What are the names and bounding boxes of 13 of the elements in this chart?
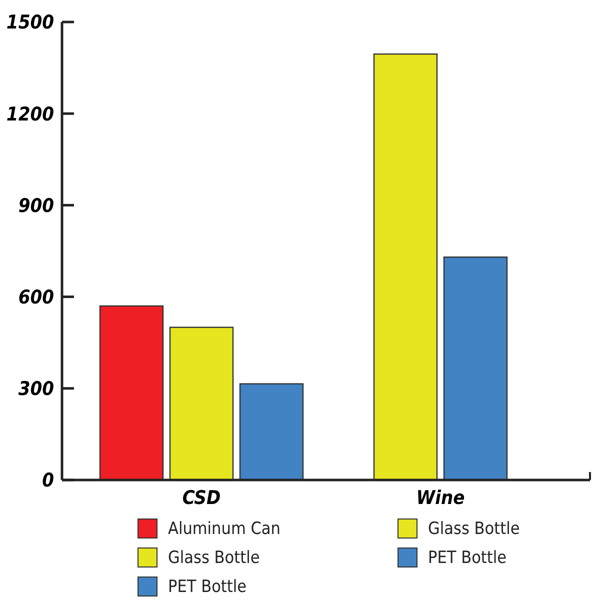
legend-label: Glass Bottle: [428, 519, 520, 539]
y-tick-label: 1500: [6, 12, 54, 34]
y-tick-label: 0: [42, 470, 54, 492]
y-tick-label: 900: [18, 194, 54, 217]
y-tick-label: 1200: [6, 103, 54, 126]
legend-label: PET Bottle: [428, 548, 507, 568]
legend-label: PET Bottle: [168, 577, 247, 597]
y-tick-label: 300: [18, 378, 54, 400]
y-tick-label: 600: [18, 286, 54, 308]
legend-label: Glass Bottle: [168, 548, 260, 568]
legend-label: Aluminum Can: [168, 519, 280, 539]
x-tick-label: Wine: [416, 487, 465, 509]
x-tick-label: CSD: [182, 487, 221, 509]
